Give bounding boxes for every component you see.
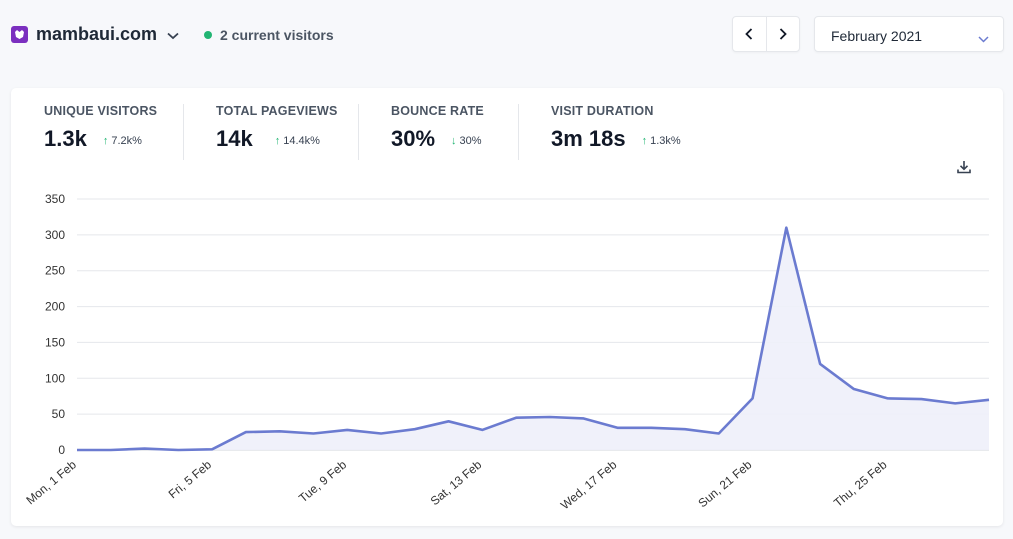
stats-card: UNIQUE VISITORS 1.3k ↑ 7.2k% TOTAL PAGEV… bbox=[11, 88, 1003, 526]
download-icon bbox=[957, 161, 971, 174]
arrow-up-icon: ↑ bbox=[641, 135, 648, 147]
x-tick-label: Sun, 21 Feb bbox=[695, 457, 754, 510]
data-point[interactable] bbox=[173, 445, 183, 455]
data-point[interactable] bbox=[140, 444, 150, 454]
date-range-picker[interactable]: February 2021 bbox=[814, 16, 1004, 52]
x-tick-label: Wed, 17 Feb bbox=[558, 457, 620, 512]
data-point[interactable] bbox=[748, 393, 758, 403]
stat-label: UNIQUE VISITORS bbox=[44, 104, 158, 118]
chevron-down-icon[interactable] bbox=[167, 27, 179, 45]
stat-change-value: 14.4k% bbox=[283, 135, 320, 147]
data-point[interactable] bbox=[916, 394, 926, 404]
arrow-up-icon: ↑ bbox=[102, 135, 109, 147]
stat-change: ↑ 7.2k% bbox=[103, 135, 142, 147]
data-point[interactable] bbox=[545, 412, 555, 422]
data-point[interactable] bbox=[950, 398, 960, 408]
data-point[interactable] bbox=[308, 429, 318, 439]
data-point[interactable] bbox=[849, 384, 859, 394]
data-point[interactable] bbox=[646, 423, 656, 433]
chevron-down-icon bbox=[978, 30, 989, 48]
x-tick-label: Fri, 5 Feb bbox=[166, 457, 215, 501]
stat-label: BOUNCE RATE bbox=[391, 104, 484, 118]
data-point[interactable] bbox=[511, 413, 521, 423]
stat-unique-visitors[interactable]: UNIQUE VISITORS 1.3k ↑ 7.2k% bbox=[44, 104, 157, 152]
series-line bbox=[77, 226, 990, 452]
chevron-left-icon bbox=[745, 28, 753, 40]
data-point[interactable] bbox=[342, 425, 352, 435]
arrow-up-icon: ↑ bbox=[274, 135, 281, 147]
data-point[interactable] bbox=[207, 444, 217, 454]
stat-label: TOTAL PAGEVIEWS bbox=[216, 104, 338, 118]
stat-divider bbox=[518, 104, 519, 160]
stat-value: 14k bbox=[216, 126, 253, 151]
arrow-down-icon: ↓ bbox=[451, 135, 457, 147]
data-point[interactable] bbox=[579, 413, 589, 423]
data-point[interactable] bbox=[781, 223, 791, 233]
data-point[interactable] bbox=[410, 424, 420, 434]
stat-change-value: 30% bbox=[459, 135, 482, 147]
period-navigation bbox=[732, 16, 800, 52]
x-tick-label: Thu, 25 Feb bbox=[831, 457, 890, 510]
stat-change: ↑ 14.4k% bbox=[275, 135, 320, 147]
current-visitors[interactable]: 2 current visitors bbox=[204, 27, 334, 43]
stat-total-pageviews[interactable]: TOTAL PAGEVIEWS 14k ↑ 14.4k% bbox=[216, 104, 338, 152]
data-point[interactable] bbox=[815, 359, 825, 369]
data-point[interactable] bbox=[714, 429, 724, 439]
current-visitors-label: 2 current visitors bbox=[220, 27, 334, 43]
y-tick-label: 250 bbox=[45, 264, 65, 278]
data-point[interactable] bbox=[376, 429, 386, 439]
logo-icon bbox=[11, 26, 28, 43]
data-point[interactable] bbox=[72, 445, 82, 455]
stat-value: 3m 18s bbox=[551, 126, 626, 151]
data-point[interactable] bbox=[883, 393, 893, 403]
y-tick-label: 300 bbox=[45, 228, 65, 242]
y-tick-label: 200 bbox=[45, 300, 65, 314]
x-tick-label: Tue, 9 Feb bbox=[296, 457, 349, 505]
stat-change: ↑ 1.3k% bbox=[642, 135, 681, 147]
stat-bounce-rate[interactable]: BOUNCE RATE 30% ↓ 30% bbox=[391, 104, 484, 152]
stat-label: VISIT DURATION bbox=[551, 104, 654, 118]
y-tick-label: 0 bbox=[58, 443, 65, 457]
chevron-right-icon bbox=[779, 28, 787, 40]
stat-change: ↓ 30% bbox=[451, 135, 482, 147]
site-name: mambaui.com bbox=[36, 24, 158, 44]
date-range-label: February 2021 bbox=[831, 28, 923, 44]
visitors-chart: 0 50 100 150 200 250 300 350 Mon, 1 Feb Fri, 5 Fe… bbox=[23, 192, 994, 512]
series-area bbox=[77, 227, 989, 450]
data-point[interactable] bbox=[106, 445, 116, 455]
data-point[interactable] bbox=[241, 427, 251, 437]
stat-visit-duration[interactable]: VISIT DURATION 3m 18s ↑ 1.3k% bbox=[551, 104, 681, 152]
previous-period-button[interactable] bbox=[733, 17, 767, 51]
data-point[interactable] bbox=[984, 395, 994, 405]
y-tick-label: 350 bbox=[45, 192, 65, 206]
data-point[interactable] bbox=[444, 416, 454, 426]
y-tick-label: 150 bbox=[45, 335, 65, 349]
download-button[interactable] bbox=[956, 159, 972, 180]
stat-value: 1.3k bbox=[44, 126, 87, 151]
stat-value: 30% bbox=[391, 126, 436, 151]
stat-change-value: 7.2k% bbox=[111, 135, 142, 147]
next-period-button[interactable] bbox=[767, 17, 800, 51]
site-selector[interactable]: mambaui.com bbox=[11, 24, 179, 45]
data-point[interactable] bbox=[275, 426, 285, 436]
stat-divider bbox=[183, 104, 184, 160]
live-indicator-dot bbox=[204, 31, 212, 39]
y-tick-label: 100 bbox=[45, 371, 65, 385]
data-point[interactable] bbox=[477, 425, 487, 435]
y-tick-label: 50 bbox=[52, 407, 66, 421]
stat-divider bbox=[358, 104, 359, 160]
x-tick-label: Mon, 1 Feb bbox=[23, 457, 79, 507]
data-point[interactable] bbox=[612, 423, 622, 433]
stat-change-value: 1.3k% bbox=[650, 135, 681, 147]
data-point[interactable] bbox=[680, 424, 690, 434]
x-tick-label: Sat, 13 Feb bbox=[428, 457, 485, 508]
top-bar: mambaui.com 2 current visitors February … bbox=[0, 0, 1013, 72]
